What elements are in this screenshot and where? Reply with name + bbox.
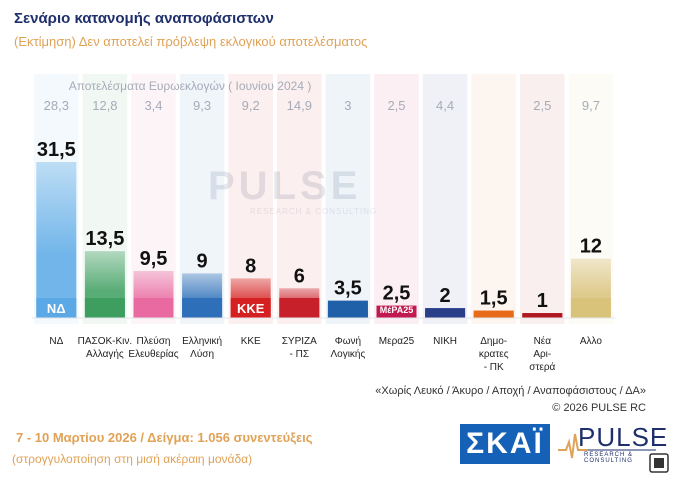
category-label: Φωνή: [335, 335, 361, 347]
category-label: ΠΑΣΟΚ-Κιν.: [78, 336, 133, 347]
category-label: - ΠΚ: [484, 362, 504, 373]
euro2024-value: 9,2: [242, 98, 260, 113]
bar: [36, 162, 77, 318]
category-label: Λογικής: [330, 348, 365, 360]
pulse-logo-word: PULSE: [578, 422, 669, 452]
broadcast-corner-icon: [649, 453, 669, 473]
category-label: κρατες: [479, 349, 509, 360]
party-logo: [182, 298, 223, 318]
party-logo: [279, 298, 320, 318]
category-label: Μερα25: [379, 336, 415, 347]
party-logo: [230, 298, 271, 318]
value-label: 9: [197, 250, 208, 272]
category-label: Αρι-: [533, 349, 551, 360]
pulse-watermark-sub: RESEARCH & CONSULTING: [250, 207, 378, 216]
euro2024-reference-label: Αποτελέσματα Ευρωεκλογών ( Ιουνίου 2024 …: [69, 79, 312, 93]
category-label: Νέα: [534, 335, 552, 347]
column-band: [374, 74, 419, 324]
party-logo: [473, 310, 514, 318]
category-label: ΣΥΡΙΖΑ: [282, 336, 317, 347]
skai-logo: ΣΚΑΪ: [460, 424, 550, 464]
euro2024-value: 3: [344, 98, 351, 113]
copyright-note: © 2026 PULSE RC: [552, 402, 646, 414]
party-logo: [522, 313, 563, 318]
pulse-logo: PULSE RESEARCH & CONSULTING: [558, 420, 667, 470]
euro2024-value: 14,9: [287, 98, 312, 113]
column-band: [422, 74, 468, 324]
euro2024-value: 12,8: [92, 98, 117, 113]
column-band: [520, 74, 565, 324]
party-logo: [133, 298, 174, 318]
category-label: Ελληνική: [182, 335, 222, 347]
party-logo: [376, 305, 417, 318]
value-label: 8: [245, 255, 256, 277]
value-label: 2,5: [383, 283, 411, 305]
euro2024-value: 9,7: [582, 98, 600, 113]
rounding-note: (στρογγυλοποίηση στη μισή ακέραιη μονάδα…: [12, 452, 253, 466]
category-label: Δημο-: [480, 336, 507, 347]
euro2024-value: 3,4: [144, 98, 162, 113]
euro2024-value: 2,5: [387, 98, 405, 113]
column-band: [277, 74, 322, 324]
euro2024-value: 2,5: [533, 98, 551, 113]
category-label: - ΠΣ: [290, 349, 310, 360]
euro2024-value: 9,3: [193, 98, 211, 113]
value-label: 1,5: [480, 288, 508, 310]
pulse-logo-sub: RESEARCH & CONSULTING: [584, 452, 634, 464]
chart-title: Σενάριο κατανομής αναποφάσιστων: [14, 10, 274, 27]
category-label: ΚΚΕ: [241, 336, 261, 347]
category-label: ΝΙΚΗ: [433, 336, 457, 347]
value-label: 31,5: [37, 139, 76, 161]
pulse-wave-icon: [558, 433, 656, 459]
party-logo: [36, 298, 77, 318]
value-label: 2: [440, 285, 451, 307]
value-label: 6: [294, 265, 305, 287]
value-label: 1: [537, 290, 548, 312]
value-label: 9,5: [140, 248, 168, 270]
bar-chart: Αποτελέσματα Ευρωεκλογών ( Ιουνίου 2024 …: [32, 74, 616, 373]
value-label: 3,5: [334, 278, 362, 300]
party-logo: [570, 298, 611, 318]
category-label: Λύση: [190, 348, 214, 360]
category-label: Αλλαγής: [86, 348, 124, 360]
category-label: ΝΔ: [49, 336, 63, 347]
pulse-watermark: PULSE: [208, 164, 362, 208]
category-label: Ελευθερίας: [128, 348, 178, 360]
chart-notes: «Χωρίς Λευκό / Άκυρο / Αποχή / Αναποφάσι…: [375, 383, 646, 417]
column-band: [471, 74, 516, 324]
category-label: στερά: [529, 361, 555, 373]
category-label: Πλεύση: [137, 335, 171, 347]
value-label: 12: [580, 236, 602, 258]
fieldwork-info: 7 - 10 Μαρτίου 2026 / Δείγμα: 1.056 συνε…: [16, 430, 313, 445]
party-logo-text: ΜέΡΑ25: [380, 305, 413, 315]
euro2024-value: 4,4: [436, 98, 454, 113]
chart-subtitle: (Εκτίμηση) Δεν αποτελεί πρόβλεψη εκλογικ…: [14, 34, 368, 49]
column-band: [325, 74, 371, 324]
party-logo: [425, 308, 466, 318]
party-logo-text: ΚΚΕ: [237, 301, 265, 316]
party-logo: [84, 298, 125, 318]
party-logo-text: ΝΔ: [47, 301, 66, 316]
exclusions-note: «Χωρίς Λευκό / Άκυρο / Αποχή / Αναποφάσι…: [375, 385, 646, 397]
party-logo: [327, 300, 368, 318]
euro2024-value: 28,3: [44, 98, 69, 113]
category-label: Αλλο: [580, 336, 603, 347]
value-label: 13,5: [85, 228, 124, 250]
